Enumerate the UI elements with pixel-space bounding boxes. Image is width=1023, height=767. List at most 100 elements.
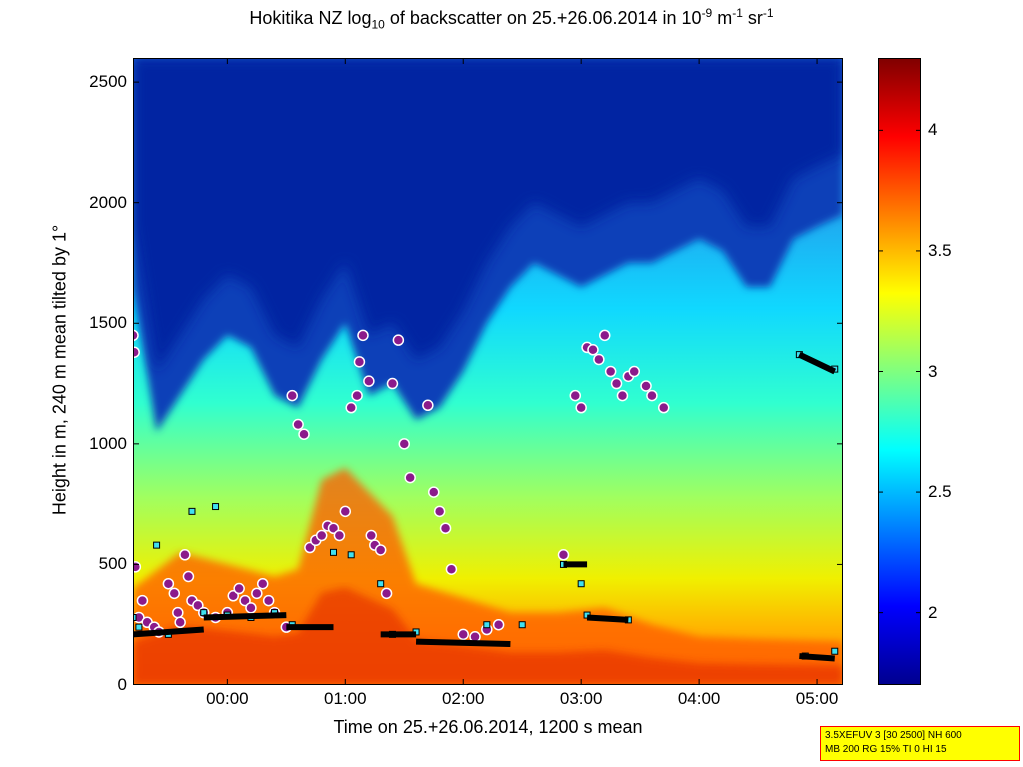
y-tick-label-2: 1000 xyxy=(89,433,127,453)
layer-point-19 xyxy=(577,580,585,588)
cloud-base-point-47 xyxy=(386,377,399,390)
cloud-base-point-64 xyxy=(587,344,599,356)
cloud-base-point-25 xyxy=(262,594,275,607)
plot-area xyxy=(133,58,843,685)
cloud-base-point-51 xyxy=(422,399,434,412)
cloud-base-point-36 xyxy=(333,529,346,542)
cloud-base-point-60 xyxy=(557,549,570,561)
layer-point-0 xyxy=(133,613,137,621)
colorbar-tick-label-2: 3 xyxy=(928,361,938,381)
cloud-base-point-2 xyxy=(133,561,142,573)
cloud-base-point-72 xyxy=(640,380,652,392)
layer-point-4 xyxy=(188,507,196,515)
cloud-base-point-54 xyxy=(439,522,452,534)
x-tick-label-2: 02:00 xyxy=(441,689,485,708)
layer-point-12 xyxy=(347,551,355,559)
cloud-base-point-66 xyxy=(599,329,611,342)
thick-layer-segment-4 xyxy=(415,638,511,648)
layer-point-16 xyxy=(483,621,491,629)
cloud-base-point-73 xyxy=(646,389,658,402)
cloud-base-point-35 xyxy=(327,522,340,534)
parameter-info-box: 3.5XEFUV 3 [30 2500] NH 600 MB 200 RG 15… xyxy=(820,726,1020,761)
cloud-base-point-22 xyxy=(245,602,257,614)
cloud-base-point-29 xyxy=(292,418,304,431)
cloud-base-point-48 xyxy=(392,334,405,346)
cloud-base-point-67 xyxy=(604,365,617,378)
cloud-base-point-55 xyxy=(445,563,458,575)
cloud-base-point-39 xyxy=(351,389,363,402)
thick-layer-segment-0 xyxy=(133,626,204,638)
info-line-1: 3.5XEFUV 3 [30 2500] NH 600 xyxy=(825,730,962,741)
colorbar-tick-label-4: 4 xyxy=(928,120,938,140)
layer-point-2 xyxy=(153,541,161,549)
heatmap-ground-core xyxy=(133,587,843,685)
cloud-base-point-61 xyxy=(569,389,582,402)
colorbar-tick-label-3: 3.5 xyxy=(928,240,952,260)
cloud-base-point-21 xyxy=(239,594,251,607)
title-subscript: 10 xyxy=(371,17,385,32)
cloud-base-point-23 xyxy=(251,587,263,600)
cloud-base-point-62 xyxy=(575,401,587,414)
layer-point-1 xyxy=(135,623,143,631)
info-line-2: MB 200 RG 15% TI 0 HI 15 xyxy=(825,744,947,755)
chart-marks xyxy=(133,329,839,662)
title-text-mid2: m xyxy=(712,8,733,28)
cloud-base-point-8 xyxy=(162,577,175,590)
cloud-base-point-0 xyxy=(133,329,139,342)
cloud-base-point-42 xyxy=(363,375,375,387)
layer-point-17 xyxy=(518,621,526,629)
cloud-base-point-9 xyxy=(168,587,181,600)
layer-point-6 xyxy=(212,503,220,511)
cloud-base-point-28 xyxy=(286,389,298,402)
cloud-base-point-15 xyxy=(192,599,204,612)
chart-title: Hokitika NZ log10 of backscatter on 25.+… xyxy=(0,6,1023,32)
colorbar xyxy=(878,58,921,685)
cloud-base-point-33 xyxy=(315,529,328,542)
cloud-base-point-53 xyxy=(433,505,446,518)
cloud-base-point-12 xyxy=(179,549,191,561)
layer-point-13 xyxy=(377,580,385,588)
thick-layer-segment-6 xyxy=(586,614,629,623)
cloud-base-point-50 xyxy=(404,471,416,484)
y-axis-label: Height in m, 240 m mean tilted by 1° xyxy=(49,224,70,516)
plot-ticks xyxy=(133,58,843,685)
y-tick-label-5: 2500 xyxy=(89,72,127,92)
cloud-base-point-11 xyxy=(174,616,186,629)
title-superscript-3: -1 xyxy=(762,6,774,20)
cloud-base-point-24 xyxy=(256,577,269,590)
x-tick-label-4: 04:00 xyxy=(677,689,721,708)
thick-layer-segment-1 xyxy=(203,612,287,621)
cloud-base-point-19 xyxy=(227,590,239,602)
cloud-base-point-43 xyxy=(365,529,377,542)
cloud-base-point-69 xyxy=(616,389,629,402)
layer-point-25 xyxy=(831,647,839,655)
y-tick-label-3: 1500 xyxy=(89,313,127,333)
cloud-base-point-38 xyxy=(345,401,357,414)
cloud-base-point-40 xyxy=(353,356,366,368)
y-tick-label-0: 0 xyxy=(117,675,127,694)
cloud-base-point-31 xyxy=(304,541,316,554)
cloud-base-point-65 xyxy=(593,353,605,366)
cloud-base-point-13 xyxy=(182,570,195,583)
colorbar-ticks xyxy=(878,129,921,614)
cloud-base-point-1 xyxy=(133,346,140,358)
y-tick-label-1: 500 xyxy=(98,554,127,574)
thick-layer-segment-7 xyxy=(798,351,837,375)
cloud-base-point-59 xyxy=(492,618,505,631)
plot-frame xyxy=(133,58,843,685)
colorbar-tick-label-1: 2.5 xyxy=(928,482,952,502)
title-text-mid: of backscatter on 25.+26.06.2014 in 10 xyxy=(384,8,702,28)
x-tick-label-1: 01:00 xyxy=(324,689,367,708)
cloud-base-point-30 xyxy=(298,428,310,440)
colorbar-gradient xyxy=(878,58,921,685)
title-superscript-1: -9 xyxy=(701,6,713,20)
heatmap-layers xyxy=(133,58,843,685)
cloud-base-point-37 xyxy=(339,505,352,518)
cloud-base-point-41 xyxy=(357,329,369,342)
title-text-mid3: sr xyxy=(742,8,763,28)
x-tick-label-0: 00:00 xyxy=(206,689,249,708)
thick-layer-segment-8 xyxy=(799,653,835,662)
y-tick-label-4: 2000 xyxy=(89,192,127,212)
cloud-base-point-46 xyxy=(380,587,393,600)
cloud-base-point-45 xyxy=(374,544,387,556)
